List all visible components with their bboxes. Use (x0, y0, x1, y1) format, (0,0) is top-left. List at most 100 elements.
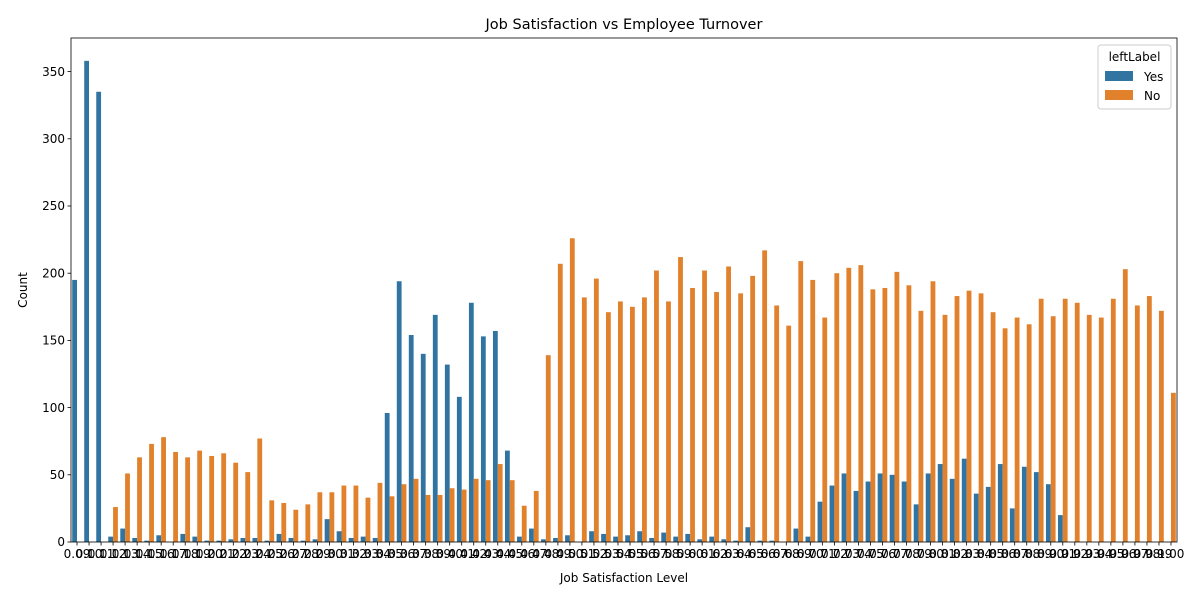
x-tick-label-0.25: 0.25 (256, 547, 283, 561)
x-tick-label-0.68: 0.68 (773, 547, 800, 561)
x-tick-label-0.93: 0.93 (1073, 547, 1100, 561)
bar-yes-0.76 (877, 473, 883, 542)
x-tick-label-0.95: 0.95 (1098, 547, 1125, 561)
bar-yes-0.30 (324, 519, 330, 542)
x-tick-label-0.50: 0.50 (557, 547, 584, 561)
bar-no-0.61 (702, 270, 707, 542)
bar-no-0.28 (305, 504, 311, 542)
bar-no-0.97 (1134, 305, 1140, 542)
bar-yes-0.63 (721, 539, 727, 542)
bar-yes-0.27 (288, 537, 294, 542)
bar-no-0.83 (966, 290, 972, 542)
bar-no-0.99 (1158, 310, 1164, 542)
bar-no-0.63 (726, 266, 731, 542)
bar-no-0.29 (317, 492, 323, 542)
bar-yes-0.87 (1009, 508, 1015, 542)
bar-yes-0.45 (504, 450, 510, 542)
bar-no-0.55 (630, 306, 635, 542)
x-tick-label-0.67: 0.67 (761, 547, 788, 561)
bar-no-0.52 (593, 278, 599, 542)
bar-no-0.15 (149, 443, 154, 542)
bar-yes-0.11 (96, 91, 102, 542)
x-tick-label-0.14: 0.14 (124, 547, 151, 561)
bar-yes-0.25 (264, 540, 270, 542)
bar-no-0.72 (834, 273, 840, 542)
x-tick-label-0.86: 0.86 (989, 547, 1016, 561)
bar-yes-0.80 (925, 473, 931, 542)
bar-yes-0.39 (432, 314, 438, 542)
bar-yes-0.32 (348, 537, 354, 542)
x-tick-label-0.98: 0.98 (1134, 547, 1161, 561)
legend-title: leftLabel (1109, 50, 1161, 64)
legend-swatch-yes (1105, 71, 1133, 81)
chart-title: Job Satisfaction vs Employee Turnover (485, 17, 763, 33)
bar-no-0.19 (197, 450, 203, 542)
x-tick-label-0.82: 0.82 (941, 547, 968, 561)
bar-yes-0.37 (408, 335, 414, 542)
bar-yes-0.89 (1033, 472, 1039, 542)
x-tick-label-0.92: 0.92 (1061, 547, 1088, 561)
bar-no-0.77 (894, 271, 900, 542)
bar-no-0.45 (509, 480, 515, 542)
x-tick-label-0.10: 0.10 (76, 547, 103, 561)
bar-no-0.56 (642, 297, 647, 542)
bar-no-0.74 (858, 265, 864, 542)
bar-yes-0.58 (661, 532, 667, 542)
x-tick-label-0.31: 0.31 (328, 547, 355, 561)
y-tick-label: 300 (42, 132, 65, 146)
x-tick-label-0.09: 0.09 (64, 547, 91, 561)
bar-no-0.23 (245, 472, 251, 542)
bar-no-0.34 (377, 482, 383, 542)
x-tick-label-0.53: 0.53 (593, 547, 620, 561)
x-tick-label-0.52: 0.52 (581, 547, 608, 561)
bar-no-0.62 (714, 292, 719, 542)
x-tick-label-0.21: 0.21 (208, 547, 235, 561)
bar-no-0.80 (930, 281, 936, 542)
bar-no-0.67 (774, 305, 780, 542)
bar-no-0.14 (137, 457, 142, 542)
y-tick-label: 350 (42, 65, 65, 79)
bar-no-0.94 (1098, 317, 1104, 542)
bar-no-0.35 (389, 496, 395, 542)
x-tick-label-0.30: 0.30 (316, 547, 343, 561)
bar-yes-0.48 (541, 539, 546, 542)
bar-yes-0.67 (769, 540, 775, 542)
x-tick-label-0.60: 0.60 (677, 547, 704, 561)
x-tick-label-0.62: 0.62 (701, 547, 728, 561)
bar-no-0.44 (497, 464, 503, 542)
bar-no-0.39 (437, 494, 443, 542)
x-tick-label-0.81: 0.81 (929, 547, 956, 561)
bar-no-0.71 (822, 317, 828, 542)
x-tick-label-0.42: 0.42 (460, 547, 487, 561)
x-tick-label-0.66: 0.66 (749, 547, 776, 561)
x-tick-label-0.69: 0.69 (785, 547, 812, 561)
bar-yes-0.21 (216, 540, 222, 542)
bar-yes-0.18 (180, 533, 186, 542)
x-tick-label-0.35: 0.35 (376, 547, 403, 561)
y-tick-label: 250 (42, 199, 65, 213)
x-tick-label-0.97: 0.97 (1122, 547, 1149, 561)
bar-yes-0.55 (625, 535, 631, 542)
bar-no-0.40 (449, 488, 455, 542)
bar-no-0.76 (882, 287, 888, 542)
bar-yes-0.28 (300, 540, 306, 542)
x-tick-label-0.23: 0.23 (232, 547, 259, 561)
bar-no-0.33 (365, 497, 371, 542)
x-tick-label-0.27: 0.27 (280, 547, 307, 561)
bar-no-0.79 (918, 310, 924, 542)
x-tick-label-0.80: 0.80 (917, 547, 944, 561)
x-tick-label-0.28: 0.28 (292, 547, 319, 561)
bar-yes-0.82 (949, 478, 955, 542)
bar-no-0.85 (990, 312, 996, 542)
legend-label-yes: Yes (1143, 70, 1163, 84)
x-tick-label-0.13: 0.13 (112, 547, 139, 561)
bar-no-0.51 (581, 297, 587, 542)
x-tick-label-0.63: 0.63 (713, 547, 740, 561)
x-tick-label-0.85: 0.85 (977, 547, 1004, 561)
bar-yes-0.44 (492, 330, 498, 542)
bar-no-0.37 (413, 478, 419, 542)
bar-yes-0.15 (144, 540, 150, 542)
y-axis: 0 50 100 150 200 250 300 350 (42, 65, 71, 549)
